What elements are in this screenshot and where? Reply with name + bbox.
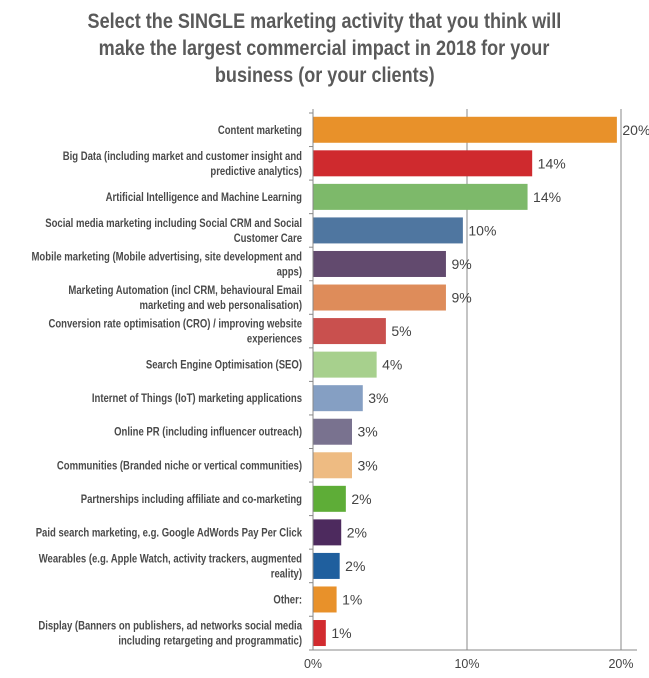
- category-label: Artificial Intelligence and Machine Lear…: [106, 191, 302, 204]
- category-label-line: marketing and web personalisation): [139, 299, 302, 312]
- category-label: Display (Banners on publishers, ad netwo…: [38, 620, 302, 648]
- category-label: Paid search marketing, e.g. Google AdWor…: [36, 527, 302, 540]
- bar: [313, 116, 617, 143]
- title-line-3: business (or your clients): [214, 64, 435, 87]
- category-label: Search Engine Optimisation (SEO): [146, 359, 302, 372]
- data-label: 3%: [358, 457, 378, 473]
- category-label-line: including retargeting and programmatic): [118, 635, 302, 648]
- category-label-line: Wearables (e.g. Apple Watch, activity tr…: [39, 553, 302, 566]
- bar: [313, 519, 342, 546]
- x-tick-label: 10%: [454, 657, 479, 671]
- category-label-line: Online PR (including influencer outreach…: [114, 426, 302, 439]
- x-tick-label: 20%: [608, 657, 633, 671]
- category-label: Online PR (including influencer outreach…: [114, 426, 302, 439]
- category-label: Mobile marketing (Mobile advertising, si…: [32, 251, 302, 279]
- category-label: Internet of Things (IoT) marketing appli…: [92, 392, 302, 405]
- bar: [313, 217, 463, 244]
- category-label-line: Partnerships including affiliate and co-…: [81, 493, 302, 506]
- bar: [313, 418, 352, 445]
- data-label: 3%: [358, 424, 378, 440]
- data-label: 2%: [345, 558, 365, 574]
- x-tick-label: 0%: [304, 657, 322, 671]
- bar: [313, 485, 346, 512]
- data-label: 9%: [451, 290, 471, 306]
- category-label: Marketing Automation (incl CRM, behaviou…: [68, 284, 302, 312]
- category-label-line: Artificial Intelligence and Machine Lear…: [106, 191, 302, 204]
- title-line-1: Select the SINGLE marketing activity tha…: [87, 10, 562, 33]
- data-label: 2%: [347, 524, 367, 540]
- category-label: Other:: [273, 594, 302, 607]
- category-label-line: Big Data (including market and customer …: [63, 150, 302, 163]
- data-label: 3%: [368, 390, 388, 406]
- category-label: Conversion rate optimisation (CRO) / imp…: [48, 318, 302, 346]
- title-line-2: make the largest commercial impact in 20…: [99, 37, 550, 60]
- data-label: 4%: [382, 357, 402, 373]
- category-label-line: Paid search marketing, e.g. Google AdWor…: [36, 527, 302, 540]
- category-label: Communities (Branded niche or vertical c…: [57, 459, 302, 472]
- bar: [313, 385, 363, 412]
- category-label: Partnerships including affiliate and co-…: [81, 493, 302, 506]
- bar: [313, 586, 337, 613]
- category-label-line: Social media marketing including Social …: [45, 217, 302, 230]
- data-label: 9%: [451, 256, 471, 272]
- category-label-line: Marketing Automation (incl CRM, behaviou…: [68, 284, 302, 297]
- bar: [313, 250, 446, 277]
- category-label: Social media marketing including Social …: [45, 217, 302, 245]
- category-label-line: Conversion rate optimisation (CRO) / imp…: [48, 318, 302, 331]
- category-label-line: Customer Care: [234, 232, 302, 245]
- bar: [313, 351, 377, 378]
- bar: [313, 284, 446, 311]
- bar: [313, 150, 533, 177]
- data-label: 1%: [342, 591, 362, 607]
- category-label-line: Communities (Branded niche or vertical c…: [57, 459, 302, 472]
- category-label-line: Display (Banners on publishers, ad netwo…: [38, 620, 302, 633]
- bar: [313, 452, 352, 479]
- category-label-line: predictive analytics): [210, 165, 302, 178]
- category-label: Big Data (including market and customer …: [63, 150, 302, 178]
- bar: [313, 552, 340, 579]
- category-label-line: Search Engine Optimisation (SEO): [146, 359, 302, 372]
- category-label-line: Mobile marketing (Mobile advertising, si…: [32, 251, 302, 264]
- data-label: 1%: [331, 625, 351, 641]
- data-label: 10%: [468, 222, 496, 238]
- chart-title: Select the SINGLE marketing activity tha…: [0, 8, 649, 89]
- bar: [313, 183, 528, 210]
- category-label: Content marketing: [218, 124, 302, 137]
- data-label: 14%: [533, 189, 561, 205]
- category-label-line: apps): [277, 266, 302, 279]
- category-label-line: reality): [271, 568, 302, 581]
- category-label-line: experiences: [247, 333, 302, 346]
- data-label: 2%: [351, 491, 371, 507]
- data-label: 14%: [538, 155, 566, 171]
- category-label-line: Content marketing: [218, 124, 302, 137]
- data-label: 20%: [622, 122, 649, 138]
- bar: [313, 620, 326, 647]
- category-label: Wearables (e.g. Apple Watch, activity tr…: [39, 553, 302, 581]
- bar: [313, 318, 386, 345]
- category-label-line: Other:: [273, 594, 302, 607]
- data-label: 5%: [391, 323, 411, 339]
- category-label-line: Internet of Things (IoT) marketing appli…: [92, 392, 302, 405]
